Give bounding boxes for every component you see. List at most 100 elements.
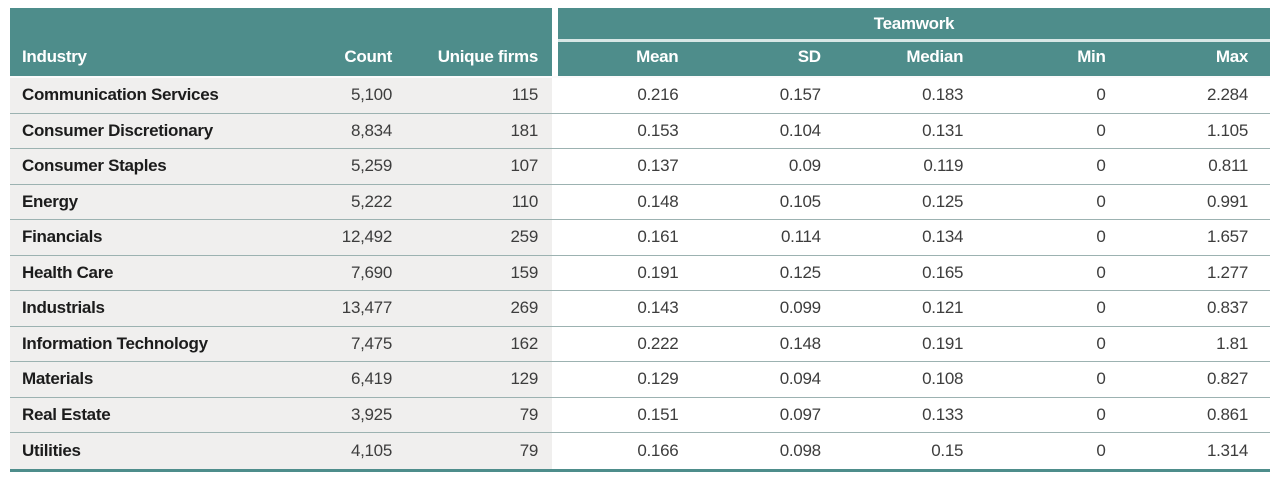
- column-gap: [552, 220, 558, 256]
- cell-max: 0.837: [1127, 291, 1270, 327]
- cell-unique-firms: 181: [402, 113, 552, 149]
- table-header: Industry Count Unique firms Teamwork Mea…: [10, 8, 1270, 78]
- col-header-median: Median: [842, 42, 986, 78]
- header-column-gap: [552, 8, 558, 78]
- cell-sd: 0.094: [700, 362, 843, 398]
- cell-min: 0: [985, 220, 1128, 256]
- cell-min: 0: [985, 433, 1128, 469]
- cell-unique-firms: 269: [402, 291, 552, 327]
- cell-sd: 0.148: [700, 326, 843, 362]
- cell-count: 5,100: [322, 78, 402, 114]
- column-gap: [552, 149, 558, 185]
- table-row: Information Technology 7,475 162 0.222 0.148…: [10, 326, 1270, 362]
- cell-min: 0: [985, 326, 1128, 362]
- cell-mean: 0.137: [558, 149, 701, 185]
- cell-mean: 0.143: [558, 291, 701, 327]
- cell-max: 1.105: [1127, 113, 1270, 149]
- header-row-sub: Mean SD Median Min Max: [10, 42, 1270, 78]
- group-header-teamwork: Teamwork: [558, 8, 1270, 42]
- cell-count: 7,690: [322, 255, 402, 291]
- cell-industry: Real Estate: [10, 397, 322, 433]
- column-gap: [552, 78, 558, 114]
- cell-min: 0: [985, 78, 1128, 114]
- cell-max: 1.657: [1127, 220, 1270, 256]
- cell-count: 8,834: [322, 113, 402, 149]
- cell-unique-firms: 259: [402, 220, 552, 256]
- cell-median: 0.134: [842, 220, 986, 256]
- cell-sd: 0.104: [700, 113, 843, 149]
- column-gap: [552, 362, 558, 398]
- cell-mean: 0.129: [558, 362, 701, 398]
- cell-max: 0.827: [1127, 362, 1270, 398]
- table-body: Communication Services 5,100 115 0.216 0.157…: [10, 78, 1270, 469]
- cell-sd: 0.09: [700, 149, 843, 185]
- table-row: Financials 12,492 259 0.161 0.114 0.134 0 1.657: [10, 220, 1270, 256]
- cell-max: 1.81: [1127, 326, 1270, 362]
- cell-median: 0.119: [842, 149, 986, 185]
- cell-median: 0.191: [842, 326, 986, 362]
- cell-count: 12,492: [322, 220, 402, 256]
- cell-median: 0.125: [842, 184, 986, 220]
- col-header-mean: Mean: [558, 42, 701, 78]
- cell-count: 5,259: [322, 149, 402, 185]
- col-header-max: Max: [1127, 42, 1270, 78]
- cell-sd: 0.114: [700, 220, 843, 256]
- cell-min: 0: [985, 149, 1128, 185]
- cell-mean: 0.222: [558, 326, 701, 362]
- column-gap: [552, 255, 558, 291]
- table-row: Consumer Staples 5,259 107 0.137 0.09 0.119 0 0…: [10, 149, 1270, 185]
- col-header-count: Count: [322, 8, 402, 78]
- cell-industry: Information Technology: [10, 326, 322, 362]
- cell-min: 0: [985, 113, 1128, 149]
- column-gap: [552, 113, 558, 149]
- cell-sd: 0.157: [700, 78, 843, 114]
- table-row: Utilities 4,105 79 0.166 0.098 0.15 0 1.314: [10, 433, 1270, 469]
- cell-industry: Communication Services: [10, 78, 322, 114]
- cell-sd: 0.098: [700, 433, 843, 469]
- table-row: Materials 6,419 129 0.129 0.094 0.108 0 0.827: [10, 362, 1270, 398]
- cell-sd: 0.105: [700, 184, 843, 220]
- cell-unique-firms: 162: [402, 326, 552, 362]
- industry-teamwork-summary-table: Industry Count Unique firms Teamwork Mea…: [10, 8, 1270, 472]
- col-header-min: Min: [985, 42, 1128, 78]
- cell-median: 0.183: [842, 78, 986, 114]
- col-header-sd: SD: [700, 42, 843, 78]
- col-header-unique-firms: Unique firms: [402, 8, 552, 78]
- header-row-group: Industry Count Unique firms Teamwork: [10, 8, 1270, 78]
- cell-min: 0: [985, 291, 1128, 327]
- cell-industry: Energy: [10, 184, 322, 220]
- cell-industry: Materials: [10, 362, 322, 398]
- cell-mean: 0.161: [558, 220, 701, 256]
- column-gap: [552, 397, 558, 433]
- cell-max: 1.277: [1127, 255, 1270, 291]
- cell-industry: Consumer Discretionary: [10, 113, 322, 149]
- cell-mean: 0.216: [558, 78, 701, 114]
- table-row: Energy 5,222 110 0.148 0.105 0.125 0 0.991: [10, 184, 1270, 220]
- cell-mean: 0.148: [558, 184, 701, 220]
- col-header-industry: Industry: [10, 8, 322, 78]
- cell-mean: 0.151: [558, 397, 701, 433]
- cell-industry: Utilities: [10, 433, 322, 469]
- cell-mean: 0.166: [558, 433, 701, 469]
- summary-statistics-table: Industry Count Unique firms Teamwork Mea…: [10, 8, 1270, 472]
- table-row: Industrials 13,477 269 0.143 0.099 0.121 0 0.83…: [10, 291, 1270, 327]
- cell-max: 0.861: [1127, 397, 1270, 433]
- cell-industry: Health Care: [10, 255, 322, 291]
- cell-median: 0.131: [842, 113, 986, 149]
- column-gap: [552, 326, 558, 362]
- cell-unique-firms: 129: [402, 362, 552, 398]
- cell-mean: 0.153: [558, 113, 701, 149]
- cell-median: 0.165: [842, 255, 986, 291]
- cell-unique-firms: 79: [402, 397, 552, 433]
- cell-count: 7,475: [322, 326, 402, 362]
- table-row: Consumer Discretionary 8,834 181 0.153 0.104…: [10, 113, 1270, 149]
- cell-count: 6,419: [322, 362, 402, 398]
- cell-sd: 0.099: [700, 291, 843, 327]
- cell-industry: Industrials: [10, 291, 322, 327]
- cell-max: 1.314: [1127, 433, 1270, 469]
- cell-industry: Financials: [10, 220, 322, 256]
- cell-median: 0.108: [842, 362, 986, 398]
- cell-max: 0.811: [1127, 149, 1270, 185]
- cell-median: 0.121: [842, 291, 986, 327]
- table-row: Communication Services 5,100 115 0.216 0.157…: [10, 78, 1270, 114]
